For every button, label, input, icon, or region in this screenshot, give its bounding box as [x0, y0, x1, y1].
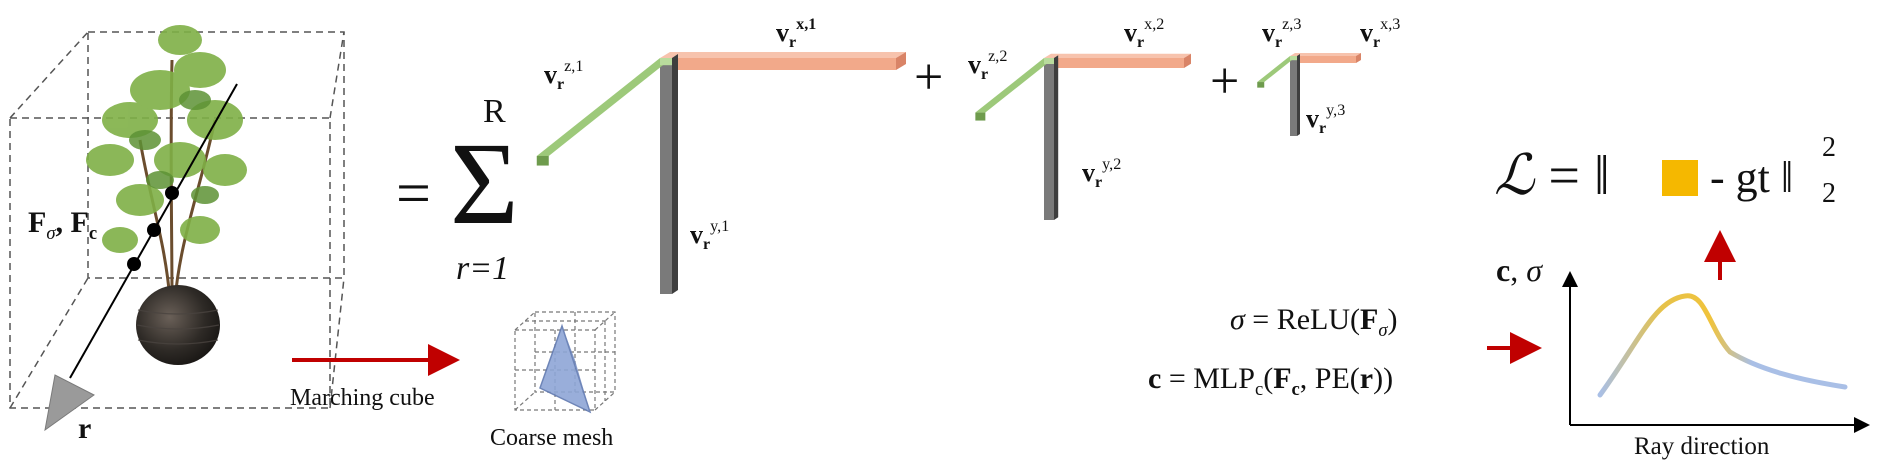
plus-sign-2: +: [1210, 53, 1240, 110]
orange-bar-side-3: [1356, 53, 1361, 63]
sigma-formula: σ = ReLU(Fσ): [1230, 303, 1398, 341]
ray-label: r: [78, 412, 92, 445]
potted-plant-icon: [86, 25, 247, 365]
orange-bar-side-2: [1184, 53, 1191, 68]
green-bar-top-3: [1290, 56, 1297, 61]
label-vx1: vrx,1: [776, 15, 817, 51]
green-bar-top-1: [660, 58, 672, 66]
orange-bar-top-3: [1290, 53, 1361, 56]
green-bar-top-2: [1044, 58, 1054, 64]
orange-bar-2: [1044, 58, 1184, 68]
density-curve: [1597, 293, 1848, 398]
tensor-shapes: [536, 52, 1361, 294]
orange-bar-3: [1290, 56, 1356, 63]
camera-icon: [44, 374, 95, 432]
green-bar-end-3: [1257, 82, 1265, 88]
gray-bar-3: [1290, 56, 1297, 136]
label-vz3: vrz,3: [1262, 15, 1302, 51]
gray-bar-side-3: [1297, 54, 1300, 136]
rendered-pixel-square: [1662, 160, 1698, 196]
label-vz1: vrz,1: [544, 57, 584, 93]
equals-sign: =: [396, 160, 431, 228]
plot-ylabel: c, σ: [1496, 252, 1542, 288]
loss-formula: ℒ = ‖: [1494, 145, 1610, 207]
loss-sub: 2: [1822, 178, 1836, 209]
sum-lower: r=1: [456, 250, 510, 287]
green-bar-2: [975, 58, 1054, 113]
label-vx3: vrx,3: [1360, 15, 1401, 51]
marching-cube-label: Marching cube: [290, 385, 435, 411]
label-vy1: vry,1: [690, 217, 730, 253]
plot-xlabel: Ray direction: [1634, 433, 1770, 460]
gray-bar-side-2: [1054, 55, 1059, 221]
label-vx2: vrx,2: [1124, 15, 1165, 51]
label-vy2: vry,2: [1082, 155, 1122, 191]
loss-sup: 2: [1822, 132, 1836, 163]
green-bar-end-2: [975, 112, 986, 121]
label-vz2: vrz,2: [968, 47, 1008, 83]
green-bar-end-1: [536, 155, 549, 166]
color-formula: c = MLPc(Fc, PE(r)): [1148, 362, 1394, 400]
gray-bar-2: [1044, 58, 1054, 220]
gray-bar-side-1: [672, 54, 678, 294]
label-vy3: vry,3: [1306, 101, 1346, 137]
feature-label: Fσ, Fc: [28, 206, 98, 244]
green-bar-1: [536, 58, 672, 156]
green-bar-3: [1257, 56, 1297, 83]
gray-bar-1: [660, 58, 672, 294]
sum-symbol: Σ: [450, 118, 519, 249]
sum-upper: R: [483, 93, 506, 130]
loss-minus-gt: - gt ‖: [1710, 153, 1794, 202]
coarse-mesh-icon: [514, 311, 616, 414]
orange-bar-top-2: [1044, 53, 1191, 58]
sample-points: [127, 186, 179, 271]
plus-sign-1: +: [914, 49, 944, 106]
plot-axes: [1562, 271, 1870, 433]
coarse-mesh-caption: Coarse mesh: [490, 425, 614, 451]
orange-bar-side-1: [896, 52, 906, 70]
orange-bar-1: [660, 58, 896, 70]
orange-bar-top-1: [660, 52, 906, 58]
